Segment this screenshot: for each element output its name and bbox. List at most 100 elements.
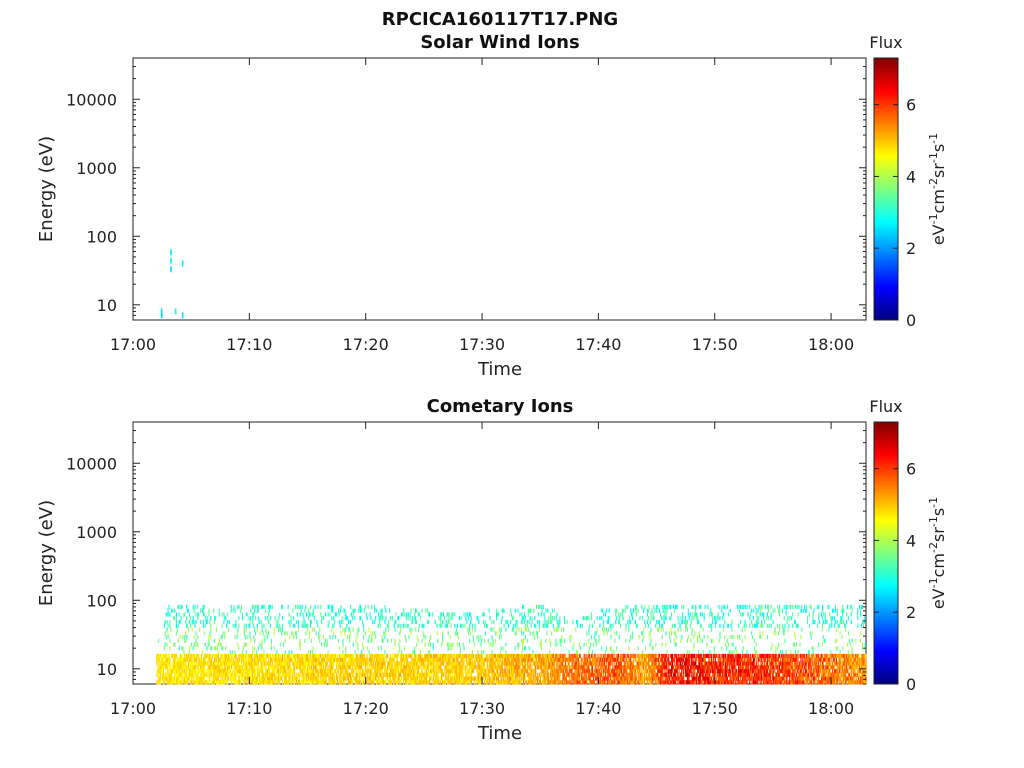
- data-cell-3335: [518, 642, 520, 647]
- data-cell-526: [213, 676, 216, 681]
- data-cell-3679: [553, 627, 555, 632]
- data-cell-3662: [551, 616, 554, 621]
- data-cell-775: [240, 653, 243, 659]
- data-cell-2670: [446, 657, 448, 662]
- data-cell-2653: [444, 657, 447, 662]
- data-cell-4053: [597, 657, 599, 662]
- data-cell-3795: [566, 668, 568, 674]
- data-cell-3656: [551, 672, 554, 677]
- data-cell-1639: [332, 676, 334, 681]
- data-cell-4104: [603, 612, 605, 617]
- data-cell-2048: [377, 668, 379, 674]
- data-cell-2564: [434, 672, 436, 677]
- data-cell-3197: [504, 653, 506, 659]
- data-cell-1053: [268, 672, 271, 677]
- data-cell-219: [181, 680, 183, 685]
- data-cell-4815: [678, 657, 680, 662]
- data-cell-729: [235, 619, 237, 625]
- data-cell-521: [213, 668, 215, 674]
- data-cell-4493: [644, 623, 647, 628]
- data-cell-895: [253, 668, 255, 674]
- data-cell-3609: [547, 668, 549, 674]
- data-cell-1416: [308, 676, 311, 681]
- data-cell-845: [248, 661, 250, 666]
- data-cell-1965: [368, 672, 370, 677]
- data-cell-692: [231, 661, 233, 666]
- data-cell-33: [160, 665, 163, 670]
- data-cell-305: [189, 657, 191, 662]
- data-cell-3359: [521, 631, 523, 636]
- data-cell-23: [159, 657, 161, 662]
- data-cell-1003: [263, 650, 265, 655]
- data-cell-2107: [383, 680, 385, 685]
- data-cell-1712: [340, 668, 342, 674]
- data-cell-2011: [373, 661, 375, 666]
- data-cell-2583: [436, 657, 438, 662]
- data-cell-3924: [583, 680, 585, 685]
- data-point-1: [160, 312, 163, 319]
- data-cell-1072: [270, 672, 272, 677]
- data-cell-3072: [491, 657, 493, 662]
- data-cell-1645: [332, 653, 334, 659]
- data-cell-4120: [604, 650, 607, 655]
- data-cell-4560: [652, 672, 654, 677]
- data-cell-2679: [447, 665, 449, 670]
- data-cell-3388: [523, 672, 526, 677]
- data-cell-1378: [304, 608, 306, 613]
- data-cell-2755: [455, 665, 457, 670]
- data-cell-2597: [438, 665, 440, 670]
- data-cell-1065: [269, 657, 272, 662]
- data-cell-3180: [502, 646, 504, 651]
- data-cell-1476: [314, 676, 316, 681]
- data-cell-449: [204, 661, 206, 666]
- data-cell-4732: [670, 680, 672, 685]
- data-cell-3845: [573, 657, 575, 662]
- data-cell-4272: [621, 672, 623, 677]
- data-cell-4604: [657, 680, 659, 685]
- data-cell-1029: [266, 653, 268, 659]
- data-cell-2386: [414, 612, 416, 617]
- data-cell-3839: [572, 646, 574, 651]
- data-cell-2584: [436, 653, 438, 659]
- data-cell-2303: [405, 616, 407, 621]
- data-cell-3233: [508, 623, 510, 628]
- data-cell-2272: [402, 661, 405, 666]
- data-cell-3998: [590, 616, 593, 621]
- data-cell-2705: [449, 646, 451, 651]
- data-cell-3140: [498, 672, 500, 677]
- data-cell-3577: [543, 612, 545, 617]
- data-cell-450: [204, 657, 206, 662]
- data-cell-1909: [361, 608, 363, 613]
- data-cell-2796: [458, 642, 460, 647]
- data-cell-2320: [407, 653, 409, 659]
- data-cell-4254: [619, 676, 622, 681]
- data-cell-4359: [630, 676, 633, 681]
- data-cell-16: [158, 653, 160, 659]
- data-cell-1233: [288, 619, 290, 625]
- data-cell-1442: [310, 665, 312, 670]
- data-cell-2040: [376, 680, 379, 685]
- data-cell-1436: [309, 612, 312, 617]
- data-cell-4364: [630, 653, 633, 659]
- data-cell-4103: [603, 619, 605, 625]
- data-cell-2700: [449, 668, 451, 674]
- data-cell-3020: [484, 657, 487, 662]
- data-cell-3687: [554, 653, 556, 659]
- data-cell-1534: [320, 612, 322, 617]
- data-cell-1479: [314, 665, 316, 670]
- data-cell-770: [240, 672, 243, 677]
- data-cell-4479: [644, 672, 646, 677]
- data-cell-3808: [568, 661, 570, 666]
- data-cell-1073: [270, 665, 272, 670]
- data-cell-2690: [448, 672, 450, 677]
- data-cell-226: [181, 653, 183, 659]
- data-cell-1809: [349, 604, 352, 610]
- data-cell-3883: [576, 623, 579, 628]
- data-cell-1232: [288, 650, 290, 655]
- data-cell-4192: [613, 676, 615, 681]
- data-cell-3722: [558, 668, 560, 674]
- data-cell-4220: [616, 661, 618, 666]
- data-cell-4166: [610, 680, 612, 685]
- data-cell-2921: [472, 638, 474, 643]
- data-cell-585: [219, 661, 221, 666]
